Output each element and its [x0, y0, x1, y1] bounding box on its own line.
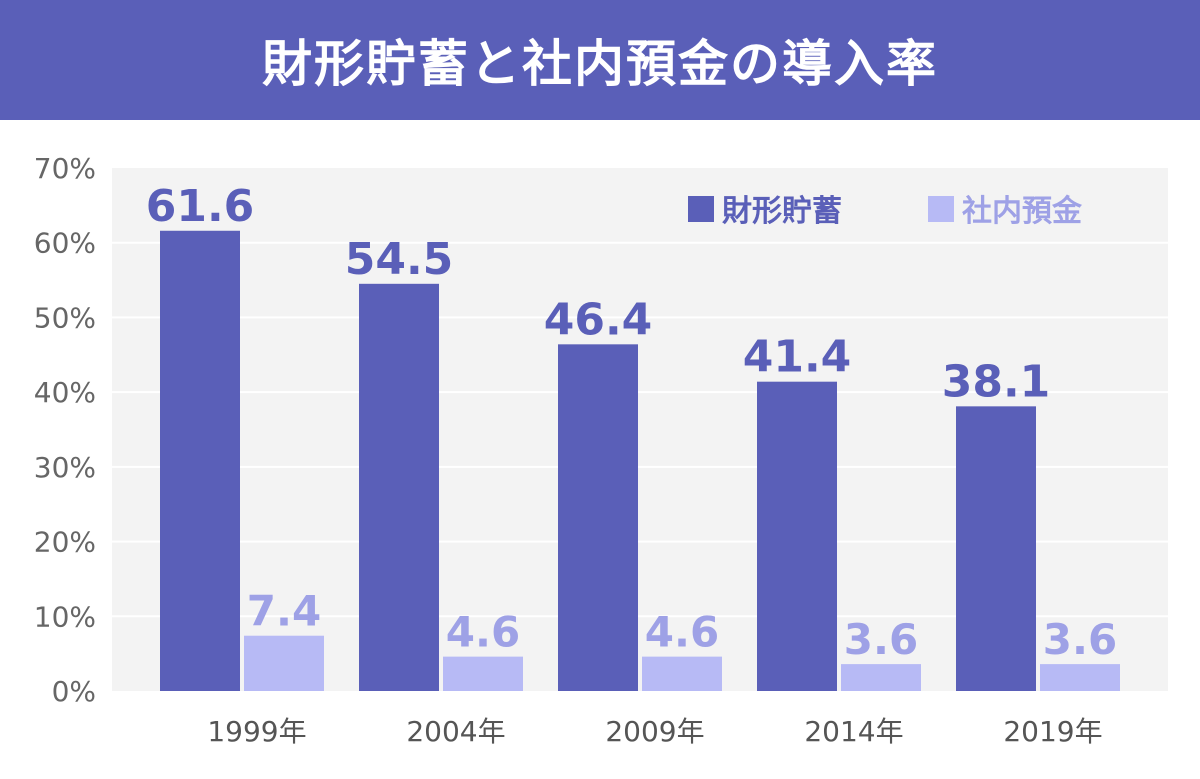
bar-zaikei: [956, 406, 1036, 691]
data-label: 46.4: [544, 294, 653, 345]
legend-label: 社内預金: [962, 194, 1083, 229]
x-tick-label: 2004年: [406, 715, 505, 748]
y-tick-label: 60%: [34, 227, 96, 260]
bar-shanai: [642, 656, 722, 691]
x-tick-label: 2019年: [1003, 715, 1102, 748]
bar-shanai: [244, 635, 324, 691]
y-tick-label: 0%: [52, 675, 96, 708]
x-tick-label: 2009年: [605, 715, 704, 748]
data-label: 3.6: [1043, 615, 1117, 664]
bar-zaikei: [160, 230, 240, 691]
data-label: 61.6: [146, 181, 255, 232]
title-bar: 財形貯蓄と社内預金の導入率: [0, 0, 1200, 120]
y-tick-label: 50%: [34, 301, 96, 334]
legend-label: 財形貯蓄: [722, 194, 842, 229]
legend-swatch: [928, 196, 954, 222]
data-label: 41.4: [743, 332, 852, 383]
bar-shanai: [1040, 664, 1120, 691]
y-tick-label: 30%: [34, 451, 96, 484]
data-label: 7.4: [247, 587, 321, 636]
data-label: 4.6: [645, 608, 719, 657]
y-tick-label: 10%: [34, 600, 96, 633]
data-label: 54.5: [345, 234, 454, 285]
bar-zaikei: [558, 344, 638, 691]
data-label: 38.1: [942, 356, 1051, 407]
chart-title: 財形貯蓄と社内預金の導入率: [262, 35, 938, 93]
data-label: 3.6: [844, 615, 918, 664]
bar-shanai: [841, 664, 921, 691]
y-tick-label: 20%: [34, 526, 96, 559]
bar-shanai: [443, 656, 523, 691]
bar-zaikei: [359, 283, 439, 691]
y-tick-label: 40%: [34, 376, 96, 409]
y-tick-label: 70%: [34, 152, 96, 185]
x-tick-label: 1999年: [207, 715, 306, 748]
bar-zaikei: [757, 381, 837, 691]
x-tick-label: 2014年: [804, 715, 903, 748]
legend-swatch: [688, 196, 714, 222]
data-label: 4.6: [446, 608, 520, 657]
